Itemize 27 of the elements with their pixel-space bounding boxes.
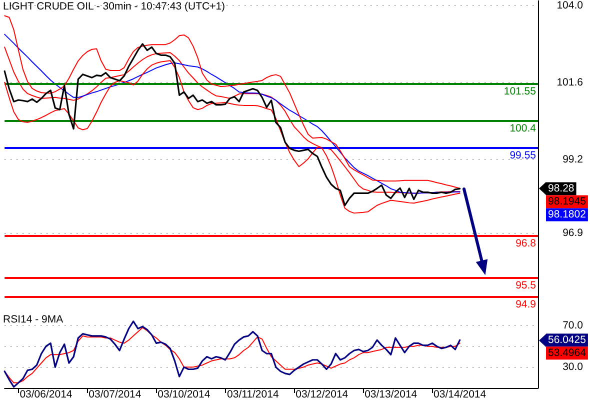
ref-line-label: 95.5 [516,279,536,292]
x-tick-label: 03/12/2014 [296,388,348,400]
y-tick-label: 104.0 [556,0,584,12]
ref-line-label: 94.9 [516,298,536,310]
y-tick-label: 70.0 [562,320,584,332]
text: 98.1945 [548,196,586,208]
chart-title: LIGHT CRUDE OIL - 30min - 10:47:43 (UTC+1) [3,0,226,12]
y-tick-label: 96.9 [562,226,584,239]
ref-line-label: 99.55 [510,150,536,162]
ref-line-label: 101.55 [504,85,536,98]
line-series [4,327,460,384]
y-tick-label: 99.2 [562,153,584,166]
y-tick-label: 30.0 [562,361,584,374]
x-tick-label: 03/07/2014 [88,388,142,400]
x-tick-label: 03/11/2014 [227,388,279,400]
x-tick-label: 03/13/2014 [364,388,418,400]
ref-line-label: 100.4 [510,122,536,134]
chart-title: RSI14 - 9MA [3,314,64,326]
y-tick-label: 101.6 [556,76,584,88]
text: 98.1802 [548,208,586,221]
text: 98.28 [548,182,574,195]
x-tick-label: 03/14/2014 [434,388,486,400]
x-tick-label: 03/10/2014 [158,388,210,400]
x-tick-label: 03/06/2014 [20,388,72,400]
text: 53.4964 [548,347,586,360]
text: 56.0425 [548,334,586,346]
ref-line-label: 96.8 [516,238,536,250]
